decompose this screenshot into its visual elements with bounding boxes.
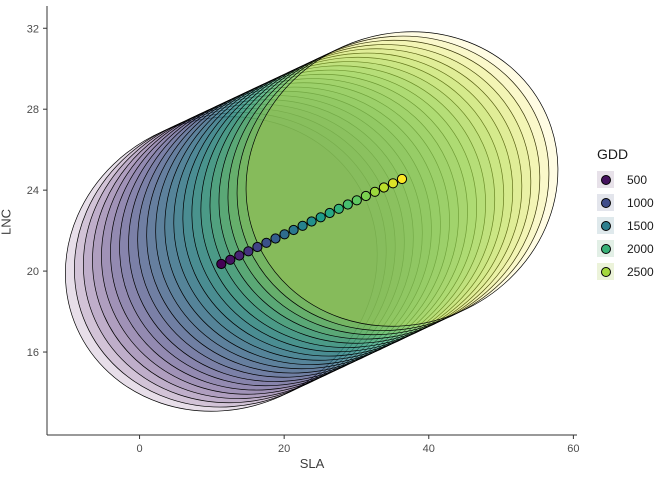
legend-entry: 1000 <box>597 194 654 211</box>
data-point <box>324 207 335 219</box>
legend-title: GDD <box>597 146 629 162</box>
x-tick-label: 40 <box>423 443 435 455</box>
data-point <box>378 182 389 193</box>
y-tick-label: 24 <box>27 185 39 197</box>
y-tick-label: 32 <box>27 23 39 35</box>
data-point <box>369 186 380 197</box>
data-point <box>333 203 344 214</box>
legend: GDD 500 1000 1500 2000 <box>597 146 654 286</box>
data-point <box>342 199 353 210</box>
legend-key-swatch <box>597 194 614 211</box>
data-point <box>270 233 281 244</box>
legend-entry: 1500 <box>597 217 654 234</box>
data-point <box>288 224 299 236</box>
data-point <box>216 258 227 270</box>
x-tick-label: 20 <box>278 443 290 455</box>
x-axis-title: SLA <box>299 456 325 471</box>
y-tick-label: 16 <box>27 347 39 359</box>
data-point <box>396 173 408 185</box>
data-point <box>279 229 290 240</box>
legend-entry: 2000 <box>597 240 654 257</box>
legend-label: 1500 <box>627 218 654 233</box>
legend-key-swatch <box>597 217 614 234</box>
legend-key-swatch <box>597 171 614 188</box>
y-axis-title: LNC <box>0 208 14 236</box>
legend-dot-icon <box>600 220 611 231</box>
legend-key-swatch <box>597 240 614 257</box>
legend-label: 2000 <box>627 241 654 256</box>
data-point <box>252 241 263 253</box>
legend-dot-icon <box>600 266 611 277</box>
x-tick-label: 0 <box>136 443 142 455</box>
legend-dot-icon <box>600 174 611 185</box>
data-point <box>234 250 245 261</box>
y-tick-label: 20 <box>27 266 39 278</box>
legend-key-swatch <box>597 263 614 280</box>
data-point <box>351 195 362 206</box>
x-tick-label: 60 <box>567 443 579 455</box>
data-point <box>261 237 272 248</box>
data-point <box>297 220 308 231</box>
legend-label: 1000 <box>627 195 654 210</box>
data-point <box>306 216 317 227</box>
legend-dot-icon <box>600 197 611 208</box>
legend-label: 2500 <box>627 264 654 279</box>
data-point <box>387 178 399 189</box>
legend-entry: 500 <box>597 171 654 188</box>
data-point <box>360 190 371 202</box>
legend-entry: 2500 <box>597 263 654 280</box>
data-point <box>315 212 326 223</box>
legend-dot-icon <box>600 243 611 254</box>
y-tick-label: 28 <box>27 104 39 116</box>
data-point <box>243 246 254 257</box>
legend-label: 500 <box>627 172 648 187</box>
data-point <box>225 254 236 265</box>
